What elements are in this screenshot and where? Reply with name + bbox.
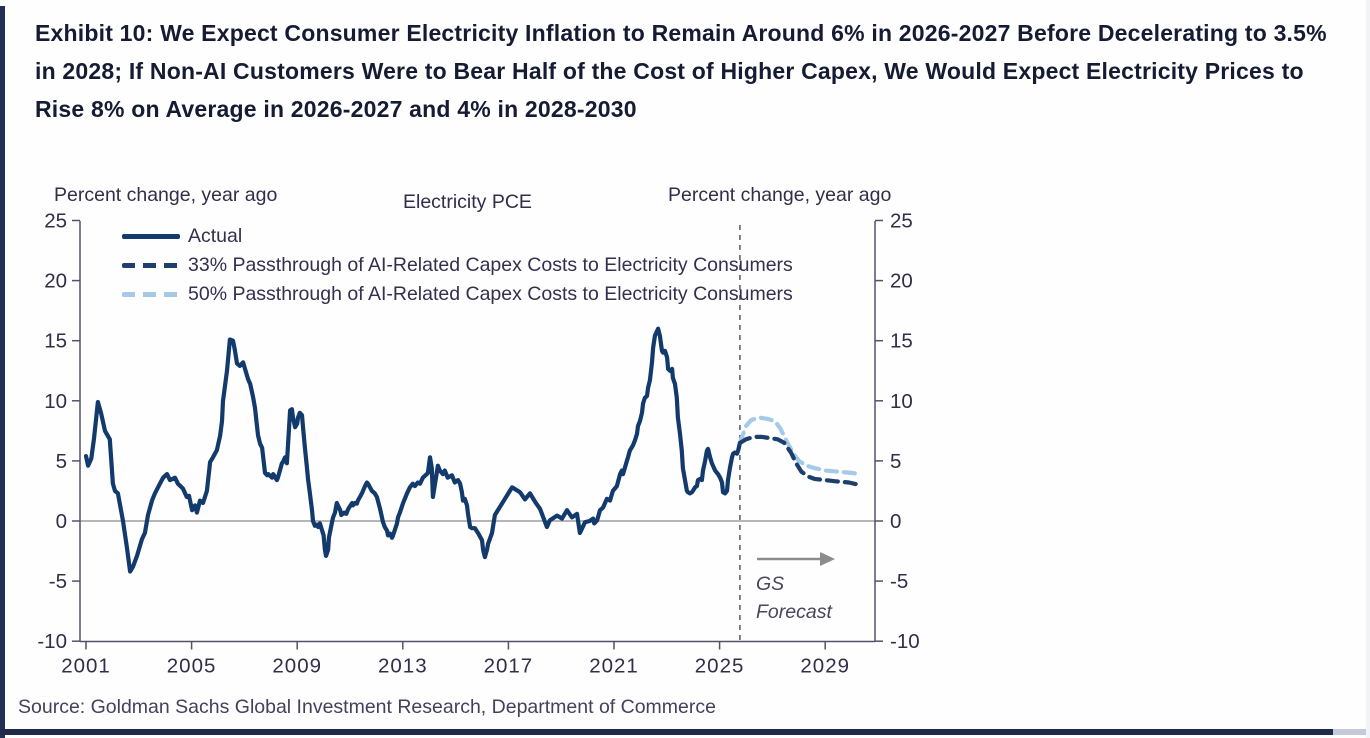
- y-axis-tick-label: -5: [890, 570, 908, 593]
- forecast-arrow-head: [820, 552, 835, 566]
- actual-line-swatch: [122, 234, 180, 239]
- legend-item-50-passthrough: 50% Passthrough of AI-Related Capex Cost…: [122, 280, 793, 309]
- y-axis-tick-label: -10: [37, 630, 67, 653]
- y-axis-tick-label: 0: [890, 510, 901, 533]
- x-axis-tick-label: 2017: [484, 655, 534, 678]
- passthrough-50-line-swatch: [122, 292, 180, 297]
- x-axis-tick-label: 2029: [800, 655, 850, 678]
- x-axis-tick-label: 2013: [378, 655, 428, 678]
- y-axis-tick-label: 0: [56, 510, 67, 533]
- passthrough-33-line-swatch: [122, 263, 180, 268]
- right-edge-border: [1366, 0, 1370, 738]
- bottom-edge-border: [0, 729, 1333, 735]
- x-axis-tick-label: 2005: [167, 655, 217, 678]
- x-axis-tick-label: 2009: [272, 655, 322, 678]
- passthrough-50-series-line: [737, 415, 862, 477]
- gs-forecast-line1: GS: [756, 573, 785, 595]
- y-axis-tick-label: -5: [49, 570, 67, 593]
- y-axis-tick-label: 10: [890, 390, 913, 413]
- gs-forecast-annotation: GS Forecast: [756, 570, 832, 626]
- y-axis-tick-label: 5: [56, 450, 67, 473]
- legend-item-actual: Actual: [122, 222, 793, 251]
- source-line: Source: Goldman Sachs Global Investment …: [18, 696, 716, 718]
- exhibit-title: Exhibit 10: We Expect Consumer Electrici…: [35, 20, 1327, 122]
- y-axis-tick-label: 20: [890, 270, 913, 293]
- left-axis-label: Percent change, year ago: [54, 184, 278, 206]
- y-axis-tick-label: 15: [890, 330, 913, 353]
- legend-label: 33% Passthrough of AI-Related Capex Cost…: [188, 254, 793, 276]
- legend-item-33-passthrough: 33% Passthrough of AI-Related Capex Cost…: [122, 251, 793, 280]
- x-axis-tick-label: 2021: [589, 655, 639, 678]
- x-axis-tick-label: 2001: [61, 655, 111, 678]
- legend-label: Actual: [188, 225, 243, 247]
- chart-title: Electricity PCE: [403, 191, 532, 213]
- legend: Actual 33% Passthrough of AI-Related Cap…: [122, 222, 793, 309]
- actual-series-line: [83, 326, 743, 574]
- passthrough-33-series-line: [737, 434, 862, 487]
- y-axis-tick-label: 20: [44, 270, 67, 293]
- y-axis-tick-label: 5: [890, 450, 901, 473]
- left-edge-border: [0, 6, 5, 738]
- y-axis-tick-label: 25: [44, 210, 67, 233]
- x-axis-tick-label: 2025: [695, 655, 745, 678]
- y-axis-tick-label: 10: [44, 390, 67, 413]
- right-axis-label: Percent change, year ago: [668, 184, 892, 206]
- y-axis-tick-label: -10: [890, 630, 920, 653]
- legend-label: 50% Passthrough of AI-Related Capex Cost…: [188, 283, 793, 305]
- y-axis-tick-label: 15: [44, 330, 67, 353]
- bottom-edge-border-tail: [1333, 729, 1370, 735]
- gs-forecast-line2: Forecast: [756, 601, 832, 623]
- y-axis-tick-label: 25: [890, 210, 913, 233]
